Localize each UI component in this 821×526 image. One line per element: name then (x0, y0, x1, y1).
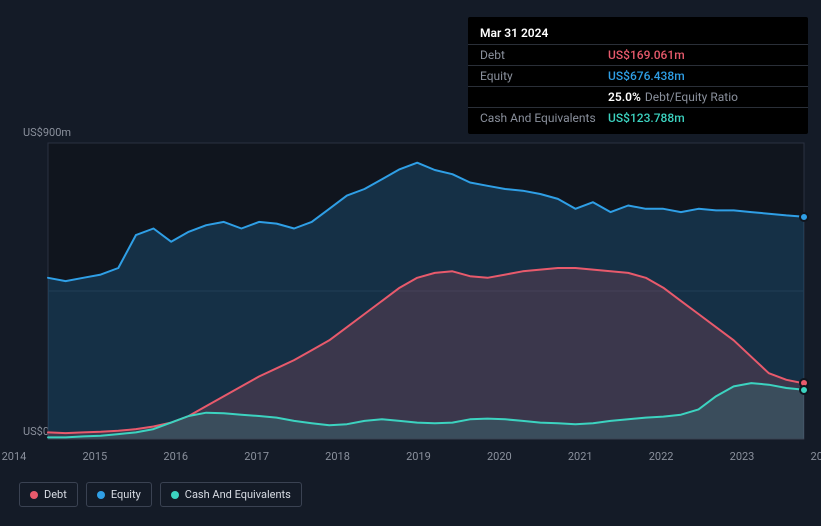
tooltip-date: Mar 31 2024 (468, 23, 808, 45)
xaxis-tick: 2016 (163, 450, 188, 463)
xaxis-tick: 2018 (325, 450, 350, 463)
tooltip-row-label (480, 90, 608, 104)
tooltip-ratio: 25.0%Debt/Equity Ratio (608, 90, 738, 104)
xaxis-tick: 2017 (244, 450, 269, 463)
series-end-marker-cash (799, 385, 809, 395)
xaxis-tick: 2021 (568, 450, 593, 463)
xaxis-tick: 2023 (730, 450, 755, 463)
tooltip-row: EquityUS$676.438m (468, 66, 808, 87)
legend-item-debt[interactable]: Debt (19, 482, 78, 507)
tooltip-row-label: Cash And Equivalents (480, 111, 608, 125)
legend-dot-icon (171, 491, 179, 499)
chart-container: Mar 31 2024 DebtUS$169.061mEquityUS$676.… (0, 0, 821, 526)
legend: Debt Equity Cash And Equivalents (19, 482, 302, 507)
xaxis-tick: 2024 (811, 450, 821, 463)
xaxis-tick: 2022 (649, 450, 674, 463)
legend-item-equity[interactable]: Equity (86, 482, 152, 507)
xaxis-tick: 2019 (406, 450, 431, 463)
tooltip-row-value: US$123.788m (608, 111, 685, 125)
tooltip-row-value: US$169.061m (608, 48, 685, 62)
tooltip-row-value: US$676.438m (608, 69, 685, 83)
tooltip-row: 25.0%Debt/Equity Ratio (468, 87, 808, 108)
legend-item-label: Equity (111, 488, 141, 501)
tooltip-row-label: Debt (480, 48, 608, 62)
legend-dot-icon (30, 491, 38, 499)
xaxis-tick: 2020 (487, 450, 512, 463)
legend-dot-icon (97, 491, 105, 499)
xaxis-tick: 2014 (2, 450, 27, 463)
legend-item-label: Cash And Equivalents (185, 488, 291, 501)
tooltip-box: Mar 31 2024 DebtUS$169.061mEquityUS$676.… (468, 17, 808, 134)
xaxis-tick: 2015 (82, 450, 107, 463)
tooltip-row-label: Equity (480, 69, 608, 83)
legend-item-cash[interactable]: Cash And Equivalents (160, 482, 302, 507)
tooltip-row: Cash And EquivalentsUS$123.788m (468, 108, 808, 128)
legend-item-label: Debt (44, 488, 67, 501)
series-end-marker-equity (799, 212, 809, 222)
tooltip-row: DebtUS$169.061m (468, 45, 808, 66)
